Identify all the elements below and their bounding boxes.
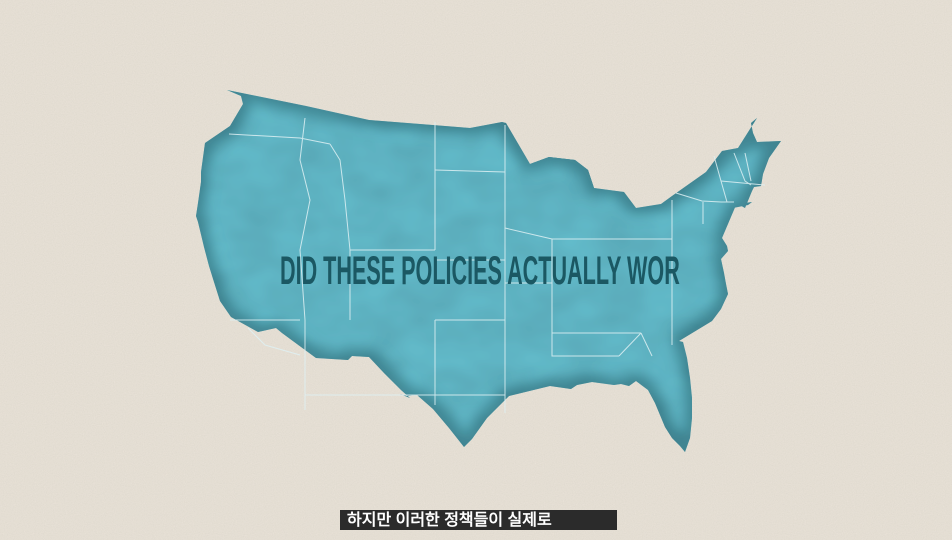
svg-text:DID THESE POLICIES ACTUALLY WO: DID THESE POLICIES ACTUALLY WOR	[280, 248, 680, 293]
svg-text:하지만 이러한 정책들이 실제로: 하지만 이러한 정책들이 실제로	[347, 510, 552, 529]
